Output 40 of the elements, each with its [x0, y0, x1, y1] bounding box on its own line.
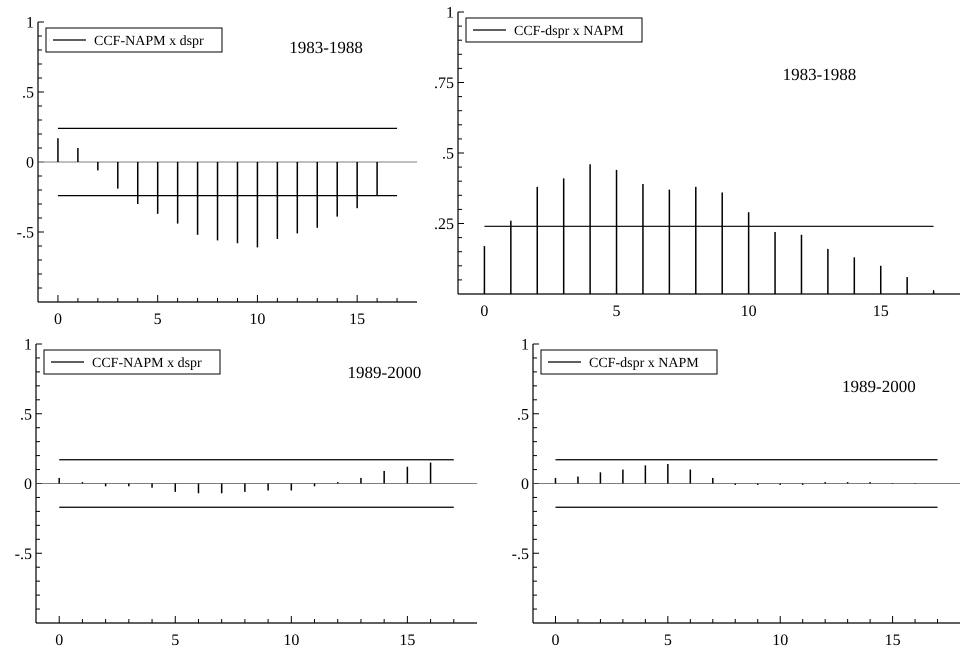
- y-tick-label: -.5: [512, 546, 529, 563]
- y-tick-label: 1: [26, 14, 34, 32]
- y-tick-label: 0: [26, 154, 34, 172]
- y-tick-label: .75: [434, 75, 454, 92]
- x-tick-label: 10: [772, 632, 788, 649]
- x-tick-label: 15: [884, 632, 901, 649]
- y-tick-label: .5: [22, 84, 34, 102]
- x-tick-label: 5: [612, 303, 621, 320]
- x-tick-label: 15: [872, 303, 889, 320]
- y-tick-label: 1: [446, 4, 454, 22]
- annotation: 1989-2000: [842, 376, 916, 396]
- y-tick-label: -.5: [14, 546, 32, 563]
- x-tick-label: 0: [551, 632, 560, 649]
- x-tick-label: 5: [171, 632, 180, 649]
- y-tick-label: .5: [442, 146, 454, 163]
- x-tick-label: 15: [399, 632, 416, 649]
- x-tick-label: 10: [283, 632, 300, 649]
- x-tick-label: 0: [54, 311, 62, 328]
- y-tick-label: -.5: [16, 224, 34, 242]
- annotation: 1983-1988: [782, 64, 856, 84]
- x-tick-label: 0: [55, 632, 64, 649]
- x-tick-label: 15: [349, 311, 366, 328]
- legend-label: CCF-dspr x NAPM: [589, 356, 700, 371]
- x-tick-label: 5: [154, 311, 162, 328]
- x-tick-label: 10: [249, 311, 266, 328]
- y-tick-label: 0: [521, 476, 529, 494]
- x-tick-label: 0: [480, 303, 488, 320]
- y-tick-label: 0: [24, 476, 32, 494]
- y-tick-label: 1: [521, 336, 529, 354]
- y-tick-label: 1: [24, 336, 32, 354]
- annotation: 1983-1988: [289, 38, 363, 58]
- y-tick-label: .5: [517, 406, 529, 424]
- x-tick-label: 5: [664, 632, 672, 649]
- x-tick-label: 10: [740, 303, 757, 320]
- annotation: 1989-2000: [348, 362, 422, 382]
- legend-label: CCF-dspr x NAPM: [514, 24, 624, 39]
- legend-label: CCF-NAPM x dspr: [92, 356, 202, 371]
- legend-label: CCF-NAPM x dspr: [94, 34, 204, 49]
- y-tick-label: .5: [20, 406, 32, 424]
- y-tick-label: .25: [434, 216, 454, 234]
